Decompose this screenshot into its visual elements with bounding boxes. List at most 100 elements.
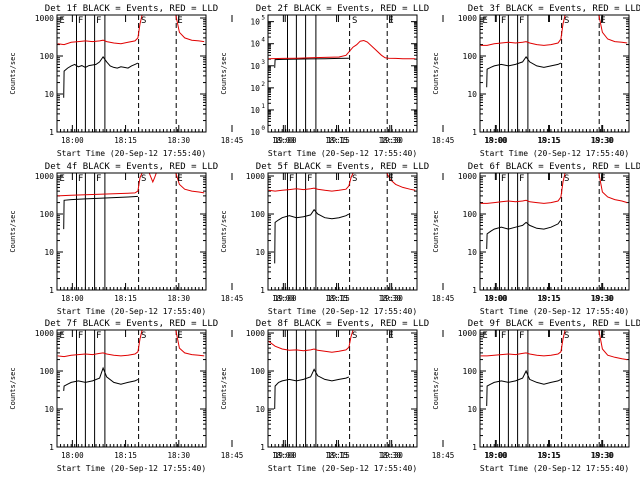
panel-data	[480, 330, 628, 447]
x-axis-label: Start Time (20-Sep-12 17:55:40)	[57, 149, 206, 158]
phase-marker-label: F	[78, 331, 83, 341]
phase-marker-label: F	[519, 174, 524, 184]
panel-det-4f: Det 4f BLACK = Events, RED = LLD Counts/s…	[9, 162, 403, 316]
phase-marker-label: F	[96, 331, 101, 341]
phase-marker-label: S	[352, 331, 357, 341]
x-tick-label: 19:30	[380, 294, 403, 303]
y-tick-label: 10	[467, 90, 477, 99]
y-tick-label: 1	[260, 286, 265, 295]
phase-marker-label: E	[600, 174, 605, 184]
y-tick-label: 1000	[35, 14, 54, 23]
plot-frame	[479, 14, 630, 133]
y-tick-label: 1	[472, 128, 477, 137]
y-tick-label: 1000	[246, 329, 265, 338]
y-axis-label: Counts/sec	[432, 52, 440, 94]
x-tick-label: 19:00	[274, 136, 297, 145]
phase-marker-label: S	[564, 331, 569, 341]
series-lld-line	[480, 15, 628, 46]
phase-marker-label: E	[388, 16, 393, 26]
x-axis-label: Start Time (20-Sep-12 17:55:40)	[268, 464, 417, 473]
x-tick-label: 18:15	[537, 294, 560, 303]
series-events-line	[486, 219, 562, 250]
phase-marker-label: F	[519, 16, 524, 26]
panel-title: Det 3f BLACK = Events, RED = LLD	[468, 4, 640, 14]
phase-marker-label: S	[564, 174, 569, 184]
x-tick-label: 18:45	[432, 136, 455, 145]
panel-data	[480, 15, 628, 132]
y-tick-label: 10	[250, 106, 260, 115]
x-tick-label: 18:00	[484, 451, 507, 460]
x-axis-label: Start Time (20-Sep-12 17:55:40)	[57, 464, 206, 473]
x-tick-label: 19:00	[274, 451, 297, 460]
y-tick-label: 100	[40, 210, 55, 219]
series-lld-line	[480, 330, 628, 361]
panel-title: Det 1f BLACK = Events, RED = LLD	[45, 4, 218, 14]
x-tick-label: 19:00	[485, 294, 508, 303]
panel-data	[268, 173, 416, 290]
x-tick-label: 18:30	[379, 136, 402, 145]
panel-title: Det 2f BLACK = Events, RED = LLD	[256, 4, 429, 14]
x-axis-label: Start Time (20-Sep-12 17:55:40)	[480, 307, 629, 316]
y-axis-label: Counts/sec	[9, 367, 17, 409]
y-axis-label: Counts/sec	[432, 210, 440, 252]
y-tick-label-exponent: 3	[261, 59, 265, 66]
y-tick-label: 1	[49, 128, 54, 137]
panel-data	[57, 330, 205, 447]
x-tick-label: 18:00	[272, 451, 295, 460]
panel-det-8f: Det 8f BLACK = Events, RED = LLD Counts/s…	[220, 319, 614, 473]
x-tick-label: 19:15	[538, 294, 561, 303]
y-tick-label: 10	[255, 405, 265, 414]
plot-frame	[267, 172, 418, 291]
panel-data	[268, 15, 416, 132]
x-tick-label: 18:15	[325, 294, 348, 303]
y-tick-label: 100	[463, 367, 478, 376]
y-tick-label: 100	[40, 367, 55, 376]
y-tick-label: 1000	[246, 172, 265, 181]
phase-marker-label: F	[501, 331, 506, 341]
series-lld-line	[268, 39, 416, 60]
x-tick-label: 19:30	[380, 451, 403, 460]
y-tick-label: 1000	[458, 329, 477, 338]
x-axis-label: Start Time (20-Sep-12 17:55:40)	[480, 149, 629, 158]
phase-marker-label: E	[177, 174, 182, 184]
y-tick-label-exponent: 4	[261, 37, 265, 44]
x-tick-label: 18:45	[432, 294, 455, 303]
phase-marker-label: E	[388, 331, 393, 341]
phase-marker-label: F	[501, 16, 506, 26]
x-tick-label: 18:30	[168, 294, 191, 303]
panel-data	[268, 330, 416, 447]
x-tick-label: 18:00	[61, 136, 84, 145]
plot-frame	[479, 172, 630, 291]
x-tick-label: 19:30	[380, 136, 403, 145]
x-tick-label: 18:00	[272, 136, 295, 145]
x-tick-label: 18:15	[114, 451, 137, 460]
x-tick-label: 18:00	[484, 294, 507, 303]
series-lld-line	[480, 173, 628, 204]
y-tick-label: 100	[251, 367, 266, 376]
x-tick-label: 18:30	[168, 451, 191, 460]
series-events-line	[486, 369, 562, 407]
y-tick-label: 100	[40, 52, 55, 61]
y-tick-label: 1	[472, 286, 477, 295]
phase-marker-label: E	[482, 331, 487, 341]
y-tick-label-exponent: 1	[261, 103, 265, 110]
x-tick-label: 18:30	[591, 294, 614, 303]
x-tick-label: 18:15	[537, 136, 560, 145]
plot-frame	[479, 329, 630, 448]
y-tick-label: 10	[255, 248, 265, 257]
series-events-line	[63, 56, 139, 98]
phase-marker-label: E	[600, 331, 605, 341]
series-events-line	[274, 208, 350, 264]
y-tick-label: 10	[250, 128, 260, 137]
panel-det-6f: Det 6f BLACK = Events, RED = LLD Counts/s…	[432, 162, 640, 316]
y-tick-label: 1000	[35, 172, 54, 181]
panel-title: Det 4f BLACK = Events, RED = LLD	[45, 162, 218, 172]
phase-marker-label: E	[177, 16, 182, 26]
x-tick-label: 18:30	[379, 451, 402, 460]
series-events-line	[274, 368, 350, 410]
phase-marker-label: S	[141, 331, 146, 341]
y-axis-label: Counts/sec	[220, 210, 228, 252]
phase-marker-label: F	[519, 331, 524, 341]
phase-marker-label: F	[96, 16, 101, 26]
